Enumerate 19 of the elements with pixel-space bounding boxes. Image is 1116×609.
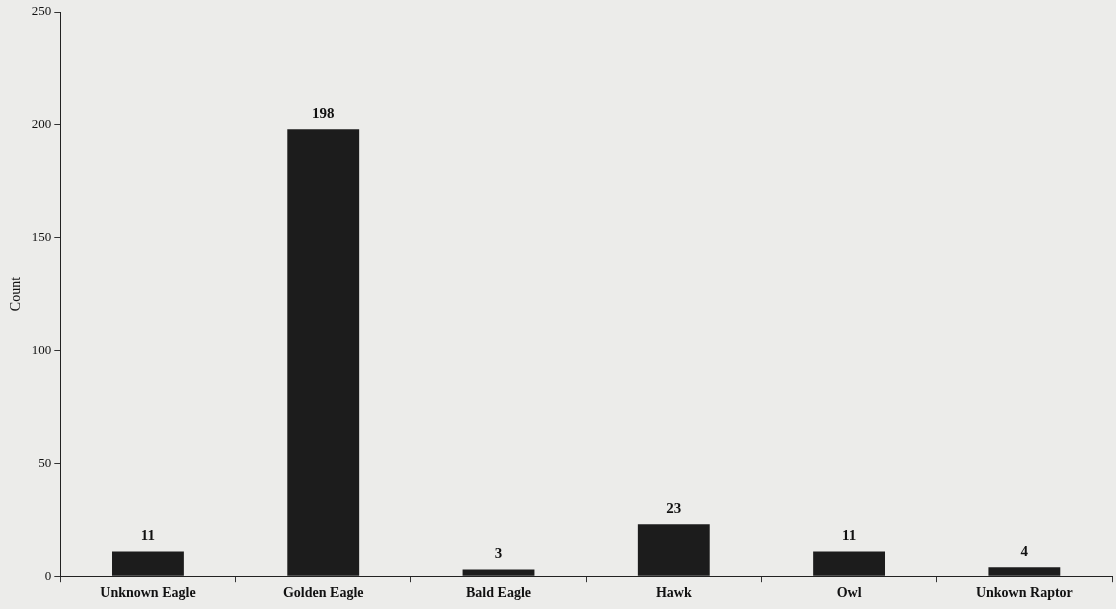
x-tick-label: Hawk — [655, 585, 692, 601]
data-label: 3 — [494, 544, 503, 561]
y-tick-label: 50 — [38, 454, 52, 470]
y-tick-label: 0 — [44, 567, 52, 583]
data-label: 11 — [140, 526, 156, 543]
data-label: 198 — [311, 104, 335, 121]
x-tick-label: Golden Eagle — [282, 585, 364, 601]
x-tick-label: Owl — [836, 585, 862, 601]
data-label: 4 — [1020, 542, 1029, 559]
data-label: 11 — [841, 526, 857, 543]
x-tick-label: Bald Eagle — [466, 585, 531, 601]
y-axis-title: Count — [8, 276, 24, 312]
y-tick-label: 250 — [31, 3, 52, 19]
data-label: 23 — [666, 499, 682, 516]
y-tick-label: 200 — [31, 116, 52, 132]
x-tick-label: Unkown Raptor — [975, 585, 1073, 601]
y-tick-label: 100 — [31, 341, 52, 357]
y-tick-label: 150 — [31, 229, 52, 245]
x-tick-label: Unknown Eagle — [100, 585, 196, 601]
